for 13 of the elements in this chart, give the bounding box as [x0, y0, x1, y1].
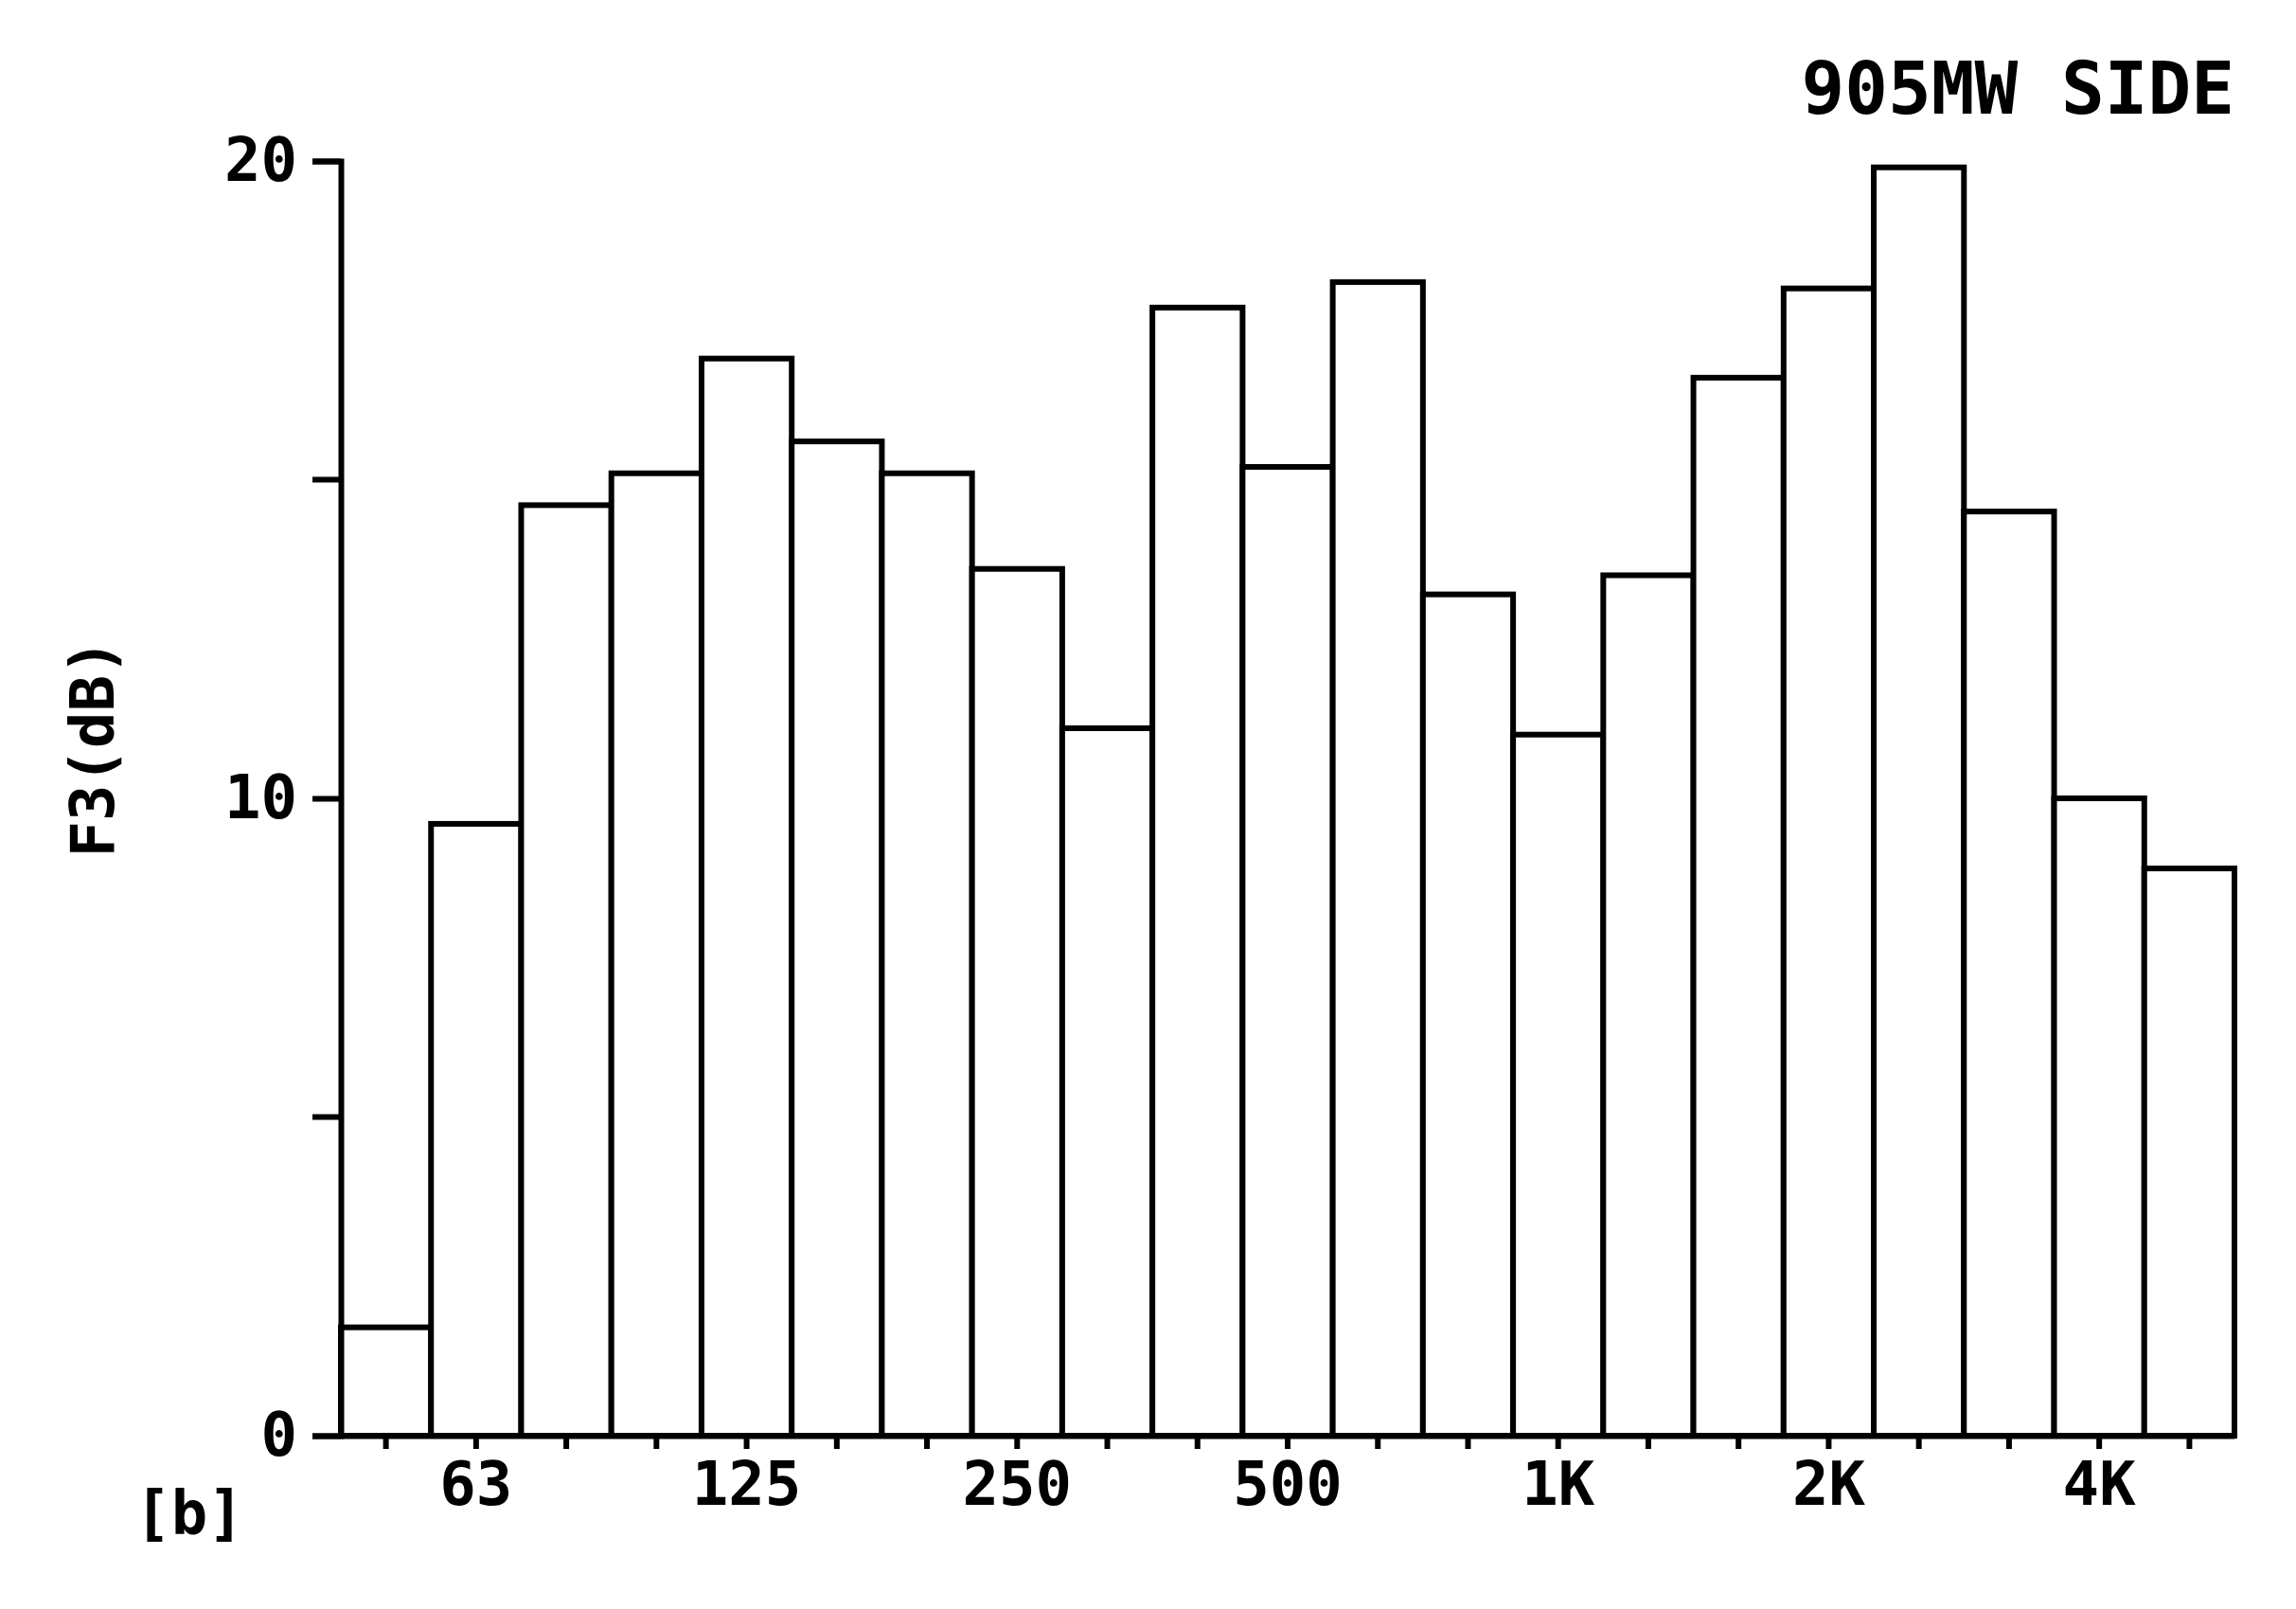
chart-title: 905MW SIDE	[1801, 46, 2234, 131]
x-tick-label: 500	[1233, 1449, 1343, 1520]
y-tick-label: 20	[223, 124, 297, 195]
x-axis-title: [b]	[134, 1478, 244, 1548]
x-tick-label: 63	[439, 1449, 513, 1520]
x-tick-label: 2K	[1791, 1449, 1866, 1520]
x-tick-label: 125	[691, 1449, 802, 1520]
x-tick-label: 4K	[2062, 1449, 2137, 1520]
y-axis-title: F3(dB)	[58, 638, 128, 858]
x-tick-label: 250	[962, 1449, 1073, 1520]
y-tick-label: 10	[223, 761, 297, 832]
y-tick-label: 0	[260, 1399, 297, 1470]
x-tick-label: 1K	[1522, 1449, 1595, 1520]
